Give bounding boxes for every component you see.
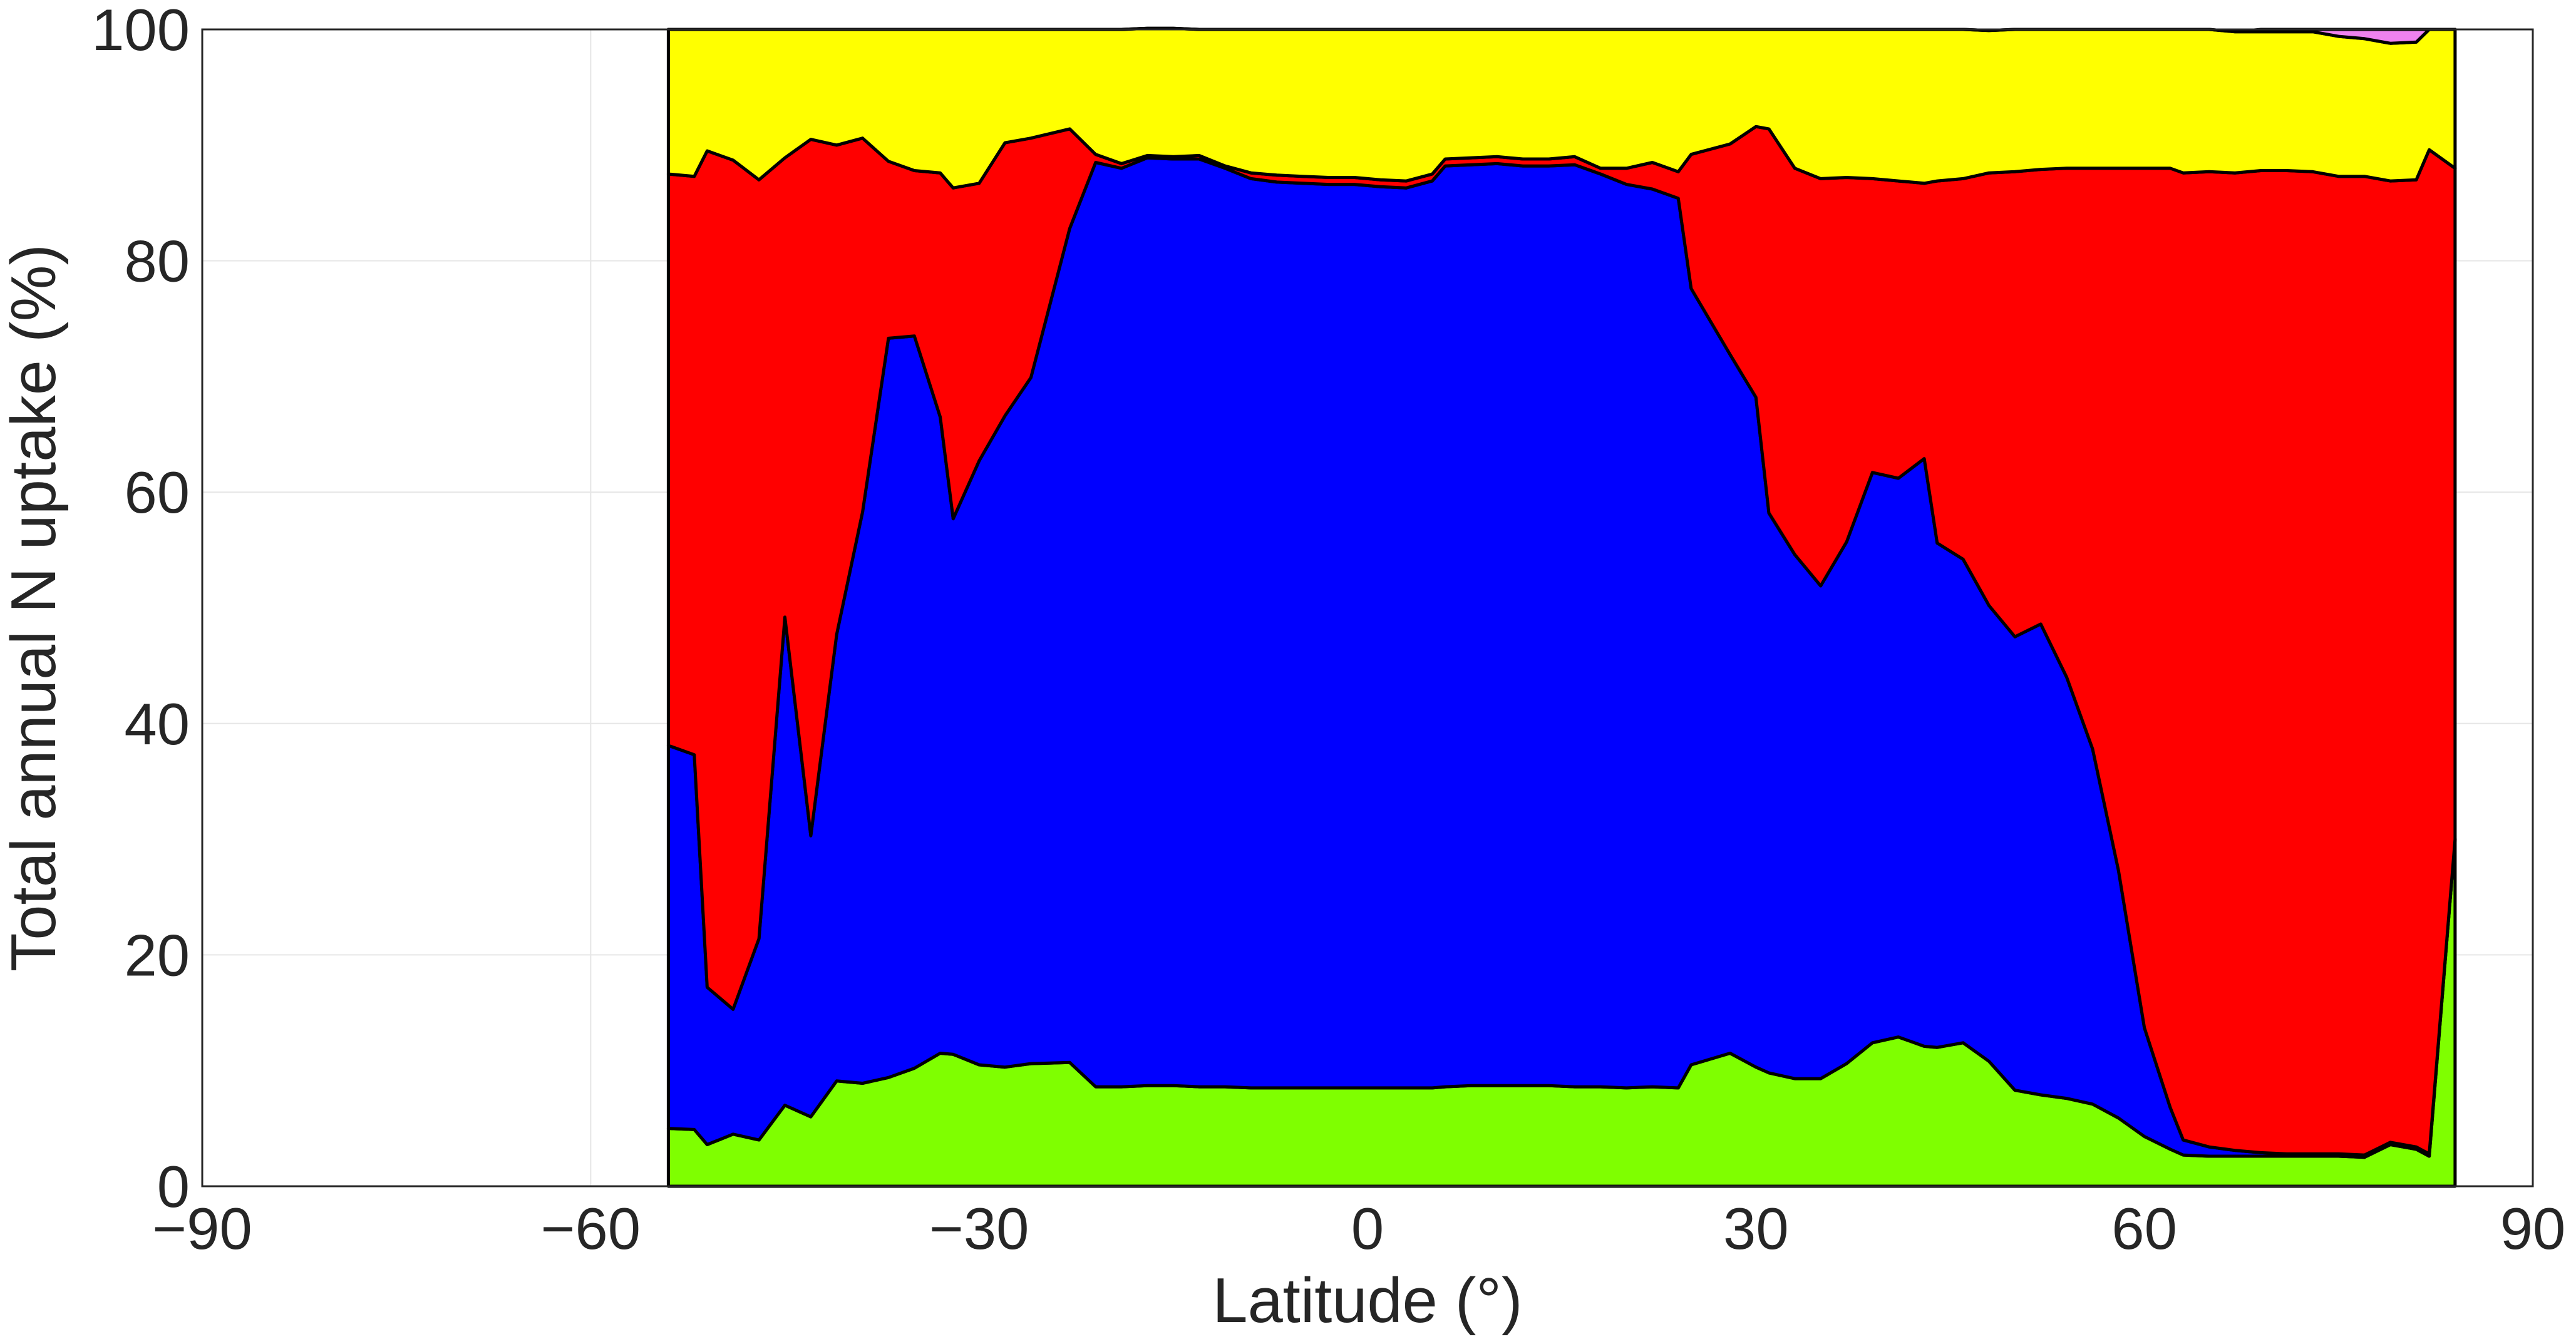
x-tick-label: −90 (152, 1196, 252, 1261)
y-tick-label: 40 (124, 691, 190, 757)
stacked-areas (666, 26, 2457, 1188)
y-tick-label: 80 (124, 228, 190, 294)
x-tick-label: 90 (2500, 1196, 2566, 1261)
y-axis-label: Total annual N uptake (%) (0, 244, 69, 972)
plot-frame (201, 28, 2534, 1188)
x-tick-label: −30 (929, 1196, 1029, 1261)
y-tick-label: 0 (157, 1154, 190, 1219)
x-tick-labels: −90 −60 −30 0 30 60 90 (152, 1196, 2565, 1261)
x-tick-label: −60 (541, 1196, 641, 1261)
y-tick-label: 20 (124, 922, 190, 988)
x-tick-label: 60 (2111, 1196, 2177, 1261)
y-tick-label: 60 (124, 459, 190, 525)
y-tick-label: 100 (91, 0, 190, 63)
x-axis-label: Latitude (°) (1212, 1266, 1522, 1336)
y-tick-labels: 0 20 40 60 80 100 (91, 0, 190, 1219)
x-tick-label: 30 (1723, 1196, 1789, 1261)
x-tick-label: 0 (1351, 1196, 1384, 1261)
